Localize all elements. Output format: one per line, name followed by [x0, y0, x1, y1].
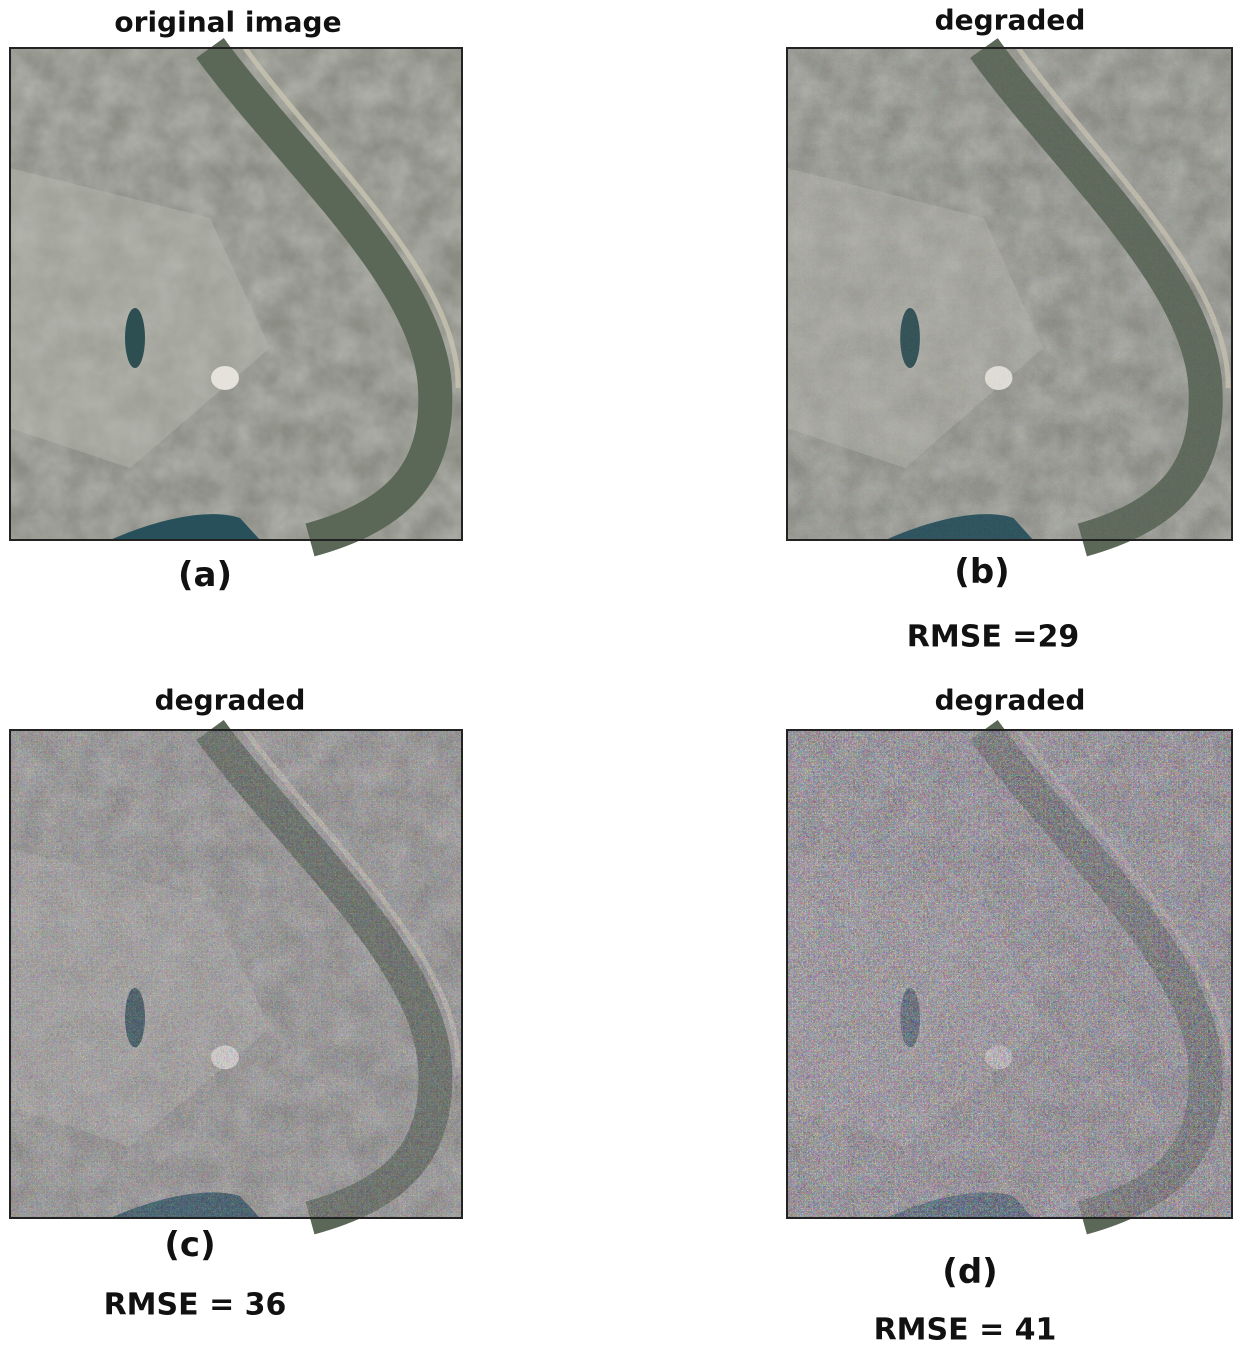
noise	[10, 730, 462, 1218]
panel-title: degraded	[935, 684, 1086, 717]
noise	[787, 730, 1232, 1218]
satellite-image	[787, 730, 1232, 1218]
images	[0, 0, 1251, 1351]
satellite-image	[787, 48, 1232, 540]
panel-label: (c)	[164, 1225, 215, 1265]
panel-label: (a)	[178, 555, 232, 595]
satellite-image	[10, 48, 462, 540]
panel-title: degraded	[155, 684, 306, 717]
noise	[787, 48, 1232, 540]
pond	[125, 308, 145, 368]
rmse-text: RMSE = 41	[874, 1313, 1057, 1348]
panel-title: original image	[114, 6, 341, 39]
satellite-image	[10, 730, 462, 1218]
rmse-text: RMSE =29	[907, 620, 1079, 655]
panel-label: (d)	[942, 1252, 997, 1292]
stadium	[211, 366, 239, 390]
panel-label: (b)	[954, 552, 1009, 592]
figure: (() => { const data = JSON.parse(documen…	[0, 0, 1251, 1351]
panel-title: degraded	[935, 4, 1086, 37]
rmse-text: RMSE = 36	[104, 1288, 287, 1323]
